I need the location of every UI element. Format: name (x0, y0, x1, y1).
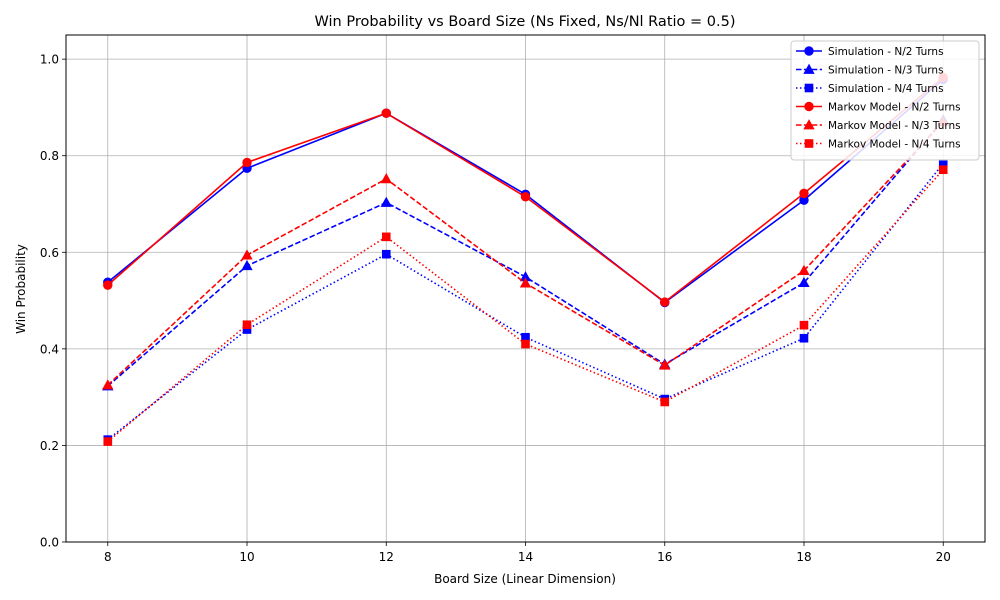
data-point (381, 232, 391, 242)
data-point (102, 379, 114, 390)
data-point (660, 297, 670, 307)
y-tick-label: 0.8 (40, 149, 59, 163)
legend-label: Simulation - N/3 Turns (828, 65, 944, 77)
y-axis-label: Win Probability (14, 244, 28, 334)
legend-label: Markov Model - N/2 Turns (828, 102, 961, 114)
data-point (381, 108, 391, 118)
data-point (799, 320, 809, 330)
legend-box (790, 40, 980, 161)
x-tick-label: 8 (104, 550, 112, 564)
data-point (380, 173, 392, 184)
y-tick-label: 0.0 (40, 536, 59, 550)
legend-label: Markov Model - N/3 Turns (828, 120, 961, 132)
y-tick-label: 0.4 (40, 342, 59, 356)
data-point (242, 157, 252, 168)
chart-title: Win Probability vs Board Size (Ns Fixed,… (315, 14, 736, 30)
legend-marker (803, 119, 815, 130)
legend-label: Simulation - N/2 Turns (828, 46, 944, 58)
y-tick-label: 0.2 (40, 439, 59, 453)
data-point (242, 320, 252, 330)
x-tick-label: 12 (379, 550, 394, 564)
x-tick-label: 14 (518, 550, 533, 564)
series-group (102, 72, 949, 446)
data-point (103, 437, 113, 446)
data-point (799, 188, 809, 199)
data-point (381, 249, 391, 259)
x-axis-label: Board Size (Linear Dimension) (434, 572, 616, 586)
x-tick-label: 18 (796, 550, 811, 564)
data-point (241, 259, 253, 271)
data-point (799, 333, 809, 343)
data-point (521, 339, 530, 349)
legend-item: Simulation - N/2 Turns (796, 46, 944, 58)
legend-item: Simulation - N/3 Turns (796, 63, 944, 77)
legend-marker (804, 139, 814, 148)
data-point (103, 280, 113, 290)
data-point (798, 276, 810, 288)
data-point (798, 264, 810, 275)
x-tick-label: 20 (936, 550, 951, 564)
legend-item: Simulation - N/4 Turns (796, 83, 944, 95)
legend-marker (804, 46, 814, 56)
data-point (380, 196, 392, 207)
x-tick-label: 16 (657, 550, 672, 564)
legend-label: Simulation - N/4 Turns (828, 83, 944, 95)
series-6 (103, 165, 948, 446)
data-point (938, 165, 948, 175)
y-tick-label: 0.6 (40, 246, 59, 260)
data-point (520, 192, 531, 202)
data-point (660, 397, 670, 407)
legend-label: Markov Model - N/4 Turns (828, 139, 961, 151)
y-tick-label: 1.0 (40, 53, 59, 67)
x-tick-label: 10 (239, 550, 254, 564)
legend: Simulation - N/2 Turns Simulation - N/3 T… (790, 40, 980, 161)
series-4 (103, 72, 948, 307)
legend-marker (804, 101, 814, 112)
legend-marker (804, 83, 814, 93)
legend-item: Markov Model - N/3 Turns (796, 119, 961, 132)
legend-item: Markov Model - N/4 Turns (796, 139, 961, 151)
data-point (241, 249, 253, 260)
legend-item: Markov Model - N/2 Turns (796, 102, 961, 114)
axis-ticks: 8 10 12 14 16 18 20 0.0 0.2 0.4 0.6 0.8 1.0 (40, 53, 951, 564)
data-point (519, 277, 532, 288)
legend-marker (803, 63, 815, 74)
data-point (659, 359, 671, 370)
